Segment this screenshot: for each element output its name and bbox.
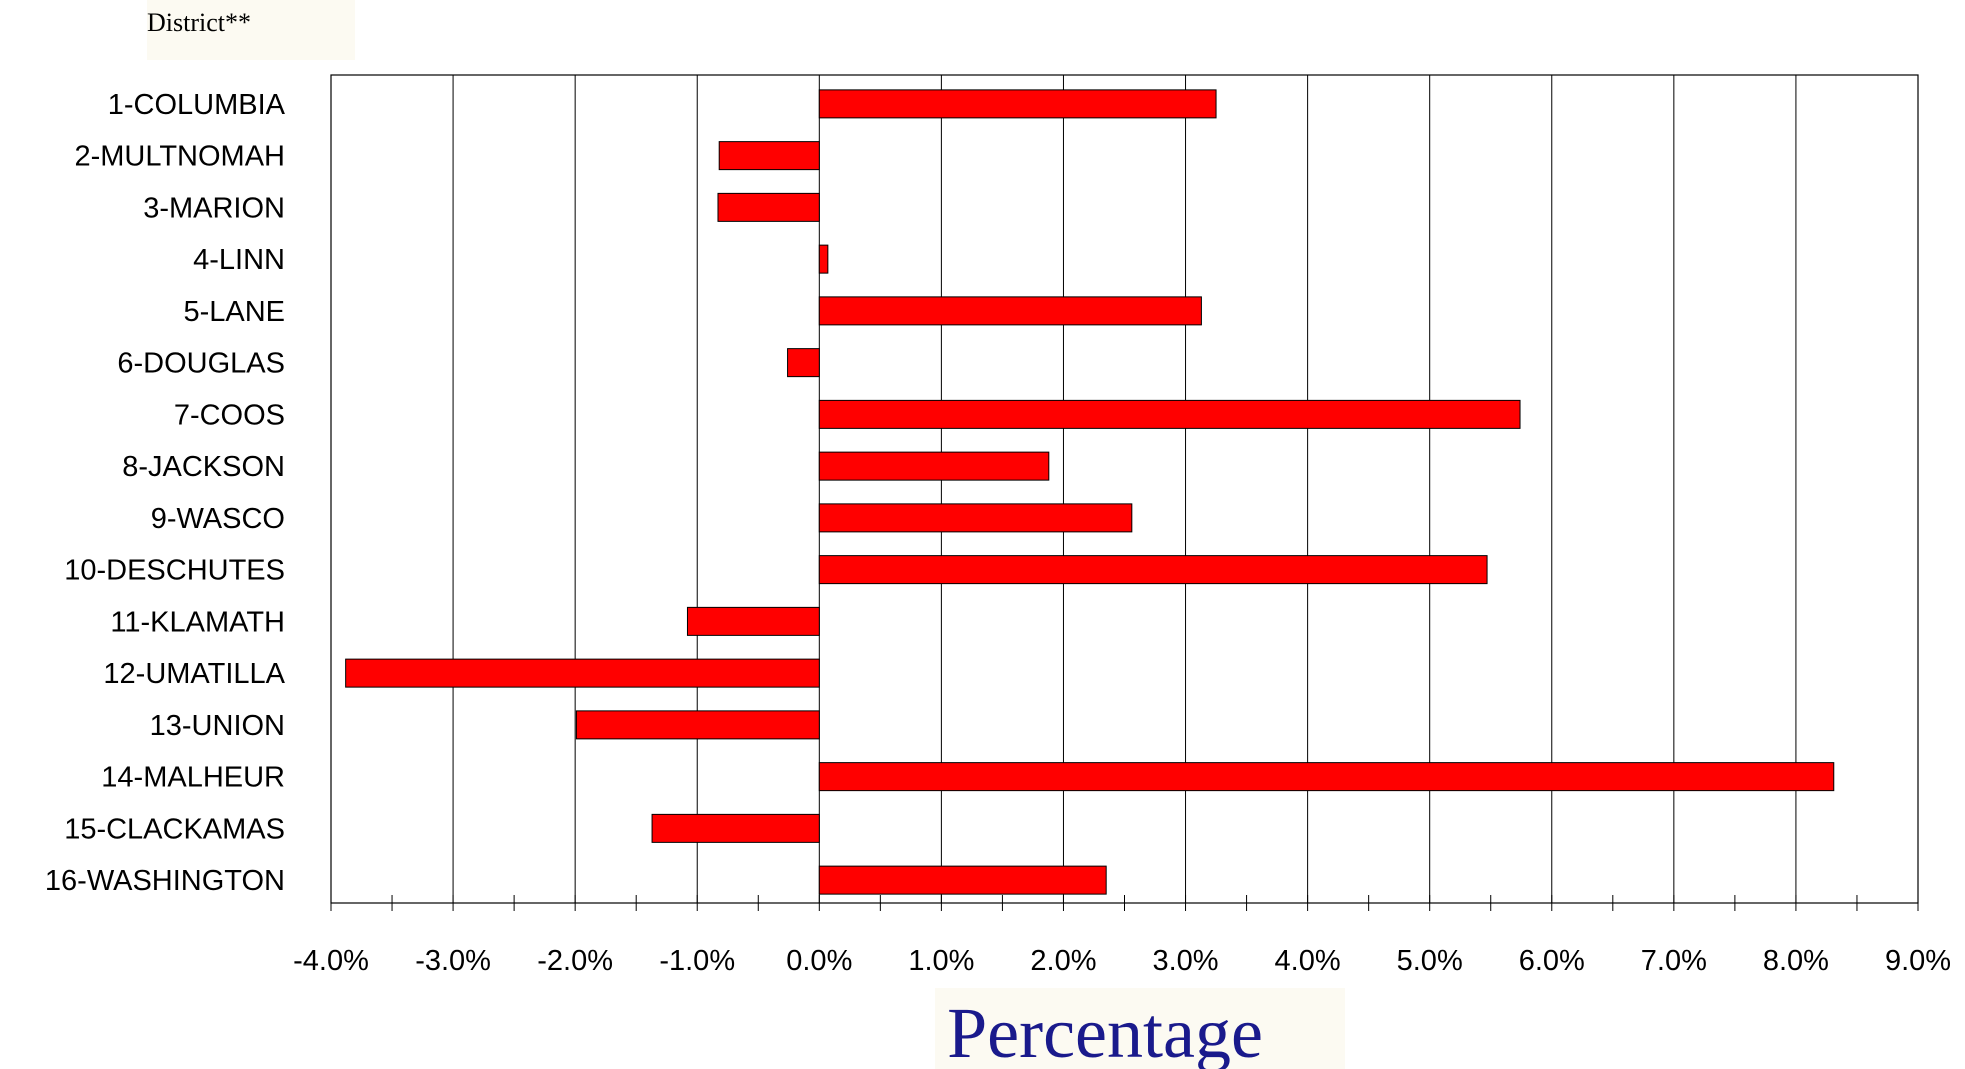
bar bbox=[818, 451, 1050, 481]
category-label: 14-MALHEUR bbox=[101, 762, 285, 794]
category-label: 8-JACKSON bbox=[122, 451, 285, 483]
bar bbox=[818, 503, 1133, 533]
x-tick-label: 0.0% bbox=[786, 945, 852, 977]
bar bbox=[818, 89, 1217, 119]
bar bbox=[818, 865, 1107, 895]
x-tick-label: -1.0% bbox=[659, 945, 735, 977]
category-label: 4-LINN bbox=[193, 244, 285, 276]
bar bbox=[345, 658, 820, 688]
xlabel-background bbox=[935, 988, 1345, 1069]
x-tick-label: -2.0% bbox=[537, 945, 613, 977]
bar bbox=[686, 606, 820, 636]
x-tick-label: -4.0% bbox=[293, 945, 369, 977]
bar bbox=[818, 296, 1202, 326]
category-label: 5-LANE bbox=[183, 296, 285, 328]
category-label: 10-DESCHUTES bbox=[64, 555, 285, 587]
tick-labels: -4.0% -3.0% -2.0% -1.0% 0.0% 1.0% 2.0% 3.0% 4.0%… bbox=[293, 945, 1951, 977]
category-label: 13-UNION bbox=[150, 710, 285, 742]
category-label: 7-COOS bbox=[174, 399, 285, 431]
category-label: 11-KLAMATH bbox=[110, 606, 285, 638]
x-tick-label: 6.0% bbox=[1519, 945, 1585, 977]
x-axis-title: Percentage bbox=[947, 993, 1263, 1069]
bar bbox=[818, 555, 1488, 585]
x-tick-label: 8.0% bbox=[1763, 945, 1829, 977]
bars bbox=[345, 89, 1835, 895]
category-label: 9-WASCO bbox=[151, 503, 285, 535]
category-label: 2-MULTNOMAH bbox=[74, 141, 285, 173]
category-label: 6-DOUGLAS bbox=[117, 348, 285, 380]
x-tick-label: 2.0% bbox=[1030, 945, 1096, 977]
x-axis bbox=[330, 895, 1919, 911]
category-label: 15-CLACKAMAS bbox=[64, 813, 285, 845]
bar bbox=[818, 762, 1835, 792]
bar bbox=[787, 348, 820, 378]
x-tick-label: 7.0% bbox=[1641, 945, 1707, 977]
x-tick-label: 4.0% bbox=[1275, 945, 1341, 977]
x-tick-label: 3.0% bbox=[1152, 945, 1218, 977]
ylabel-background bbox=[147, 0, 355, 60]
x-tick-label: -3.0% bbox=[415, 945, 491, 977]
category-labels: 1-COLUMBIA 2-MULTNOMAH 3-MARION 4-LINN 5-LAN… bbox=[45, 89, 286, 897]
x-tick-label: 1.0% bbox=[908, 945, 974, 977]
bar bbox=[818, 244, 829, 274]
bar bbox=[717, 192, 820, 222]
bar bbox=[718, 141, 820, 171]
x-tick-label: 5.0% bbox=[1397, 945, 1463, 977]
x-tick-label: 9.0% bbox=[1885, 945, 1951, 977]
bar bbox=[818, 399, 1521, 429]
bar bbox=[651, 813, 820, 843]
bar bbox=[575, 710, 820, 740]
category-label: 16-WASHINGTON bbox=[45, 865, 285, 897]
y-axis-title: District** bbox=[147, 8, 251, 37]
category-label: 1-COLUMBIA bbox=[108, 89, 286, 121]
category-label: 12-UMATILLA bbox=[103, 658, 285, 690]
category-label: 3-MARION bbox=[143, 192, 285, 224]
